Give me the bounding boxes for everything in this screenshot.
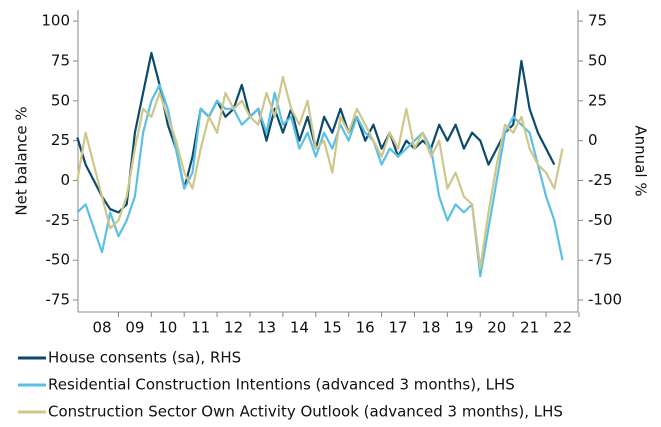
y2-axis-label: Annual %	[632, 125, 650, 196]
y-tick-label: -50	[46, 251, 71, 269]
y2-tick-label: -25	[588, 171, 613, 189]
y-tick-label: 50	[51, 91, 70, 109]
x-tick-label: 14	[290, 319, 309, 337]
y-tick-label: 25	[51, 131, 70, 149]
x-tick-label: 09	[125, 319, 144, 337]
series-line	[76, 83, 564, 278]
y2-tick-label: -75	[588, 251, 613, 269]
y2-tick-label: 75	[588, 12, 607, 30]
legend-label: Residential Construction Intentions (adv…	[48, 376, 515, 394]
y-tick-label: 100	[41, 12, 70, 30]
series-line	[76, 51, 556, 214]
x-tick-label: 20	[487, 319, 506, 337]
y2-tick-label: -100	[588, 291, 622, 309]
y2-tick-label: 25	[588, 91, 607, 109]
x-tick-label: 19	[454, 319, 473, 337]
x-tick-label: 22	[553, 319, 572, 337]
x-tick-label: 21	[520, 319, 539, 337]
legend-label: Construction Sector Own Activity Outlook…	[48, 403, 563, 421]
x-tick-label: 15	[323, 319, 342, 337]
y2-tick-label: 50	[588, 51, 607, 69]
x-tick-label: 12	[224, 319, 243, 337]
x-tick-label: 17	[389, 319, 408, 337]
y2-tick-label: -50	[588, 211, 613, 229]
y-axis-label: Net balance %	[13, 106, 31, 215]
y-tick-label: -75	[46, 291, 71, 309]
y-tick-label: -25	[46, 211, 71, 229]
x-tick-label: 13	[257, 319, 276, 337]
x-tick-label: 18	[421, 319, 440, 337]
x-tick-label: 11	[191, 319, 210, 337]
x-tick-label: 08	[92, 319, 111, 337]
series-line	[76, 75, 564, 270]
legend-label: House consents (sa), RHS	[48, 349, 241, 367]
y-tick-label: 75	[51, 51, 70, 69]
y-tick-label: 0	[60, 171, 70, 189]
x-tick-label: 16	[356, 319, 375, 337]
x-tick-label: 10	[158, 319, 177, 337]
y2-tick-label: 0	[588, 131, 598, 149]
